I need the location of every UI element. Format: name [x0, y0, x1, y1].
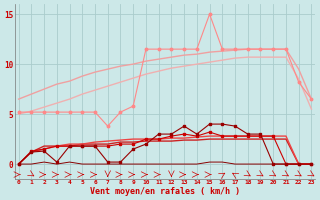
X-axis label: Vent moyen/en rafales ( km/h ): Vent moyen/en rafales ( km/h ): [90, 187, 240, 196]
